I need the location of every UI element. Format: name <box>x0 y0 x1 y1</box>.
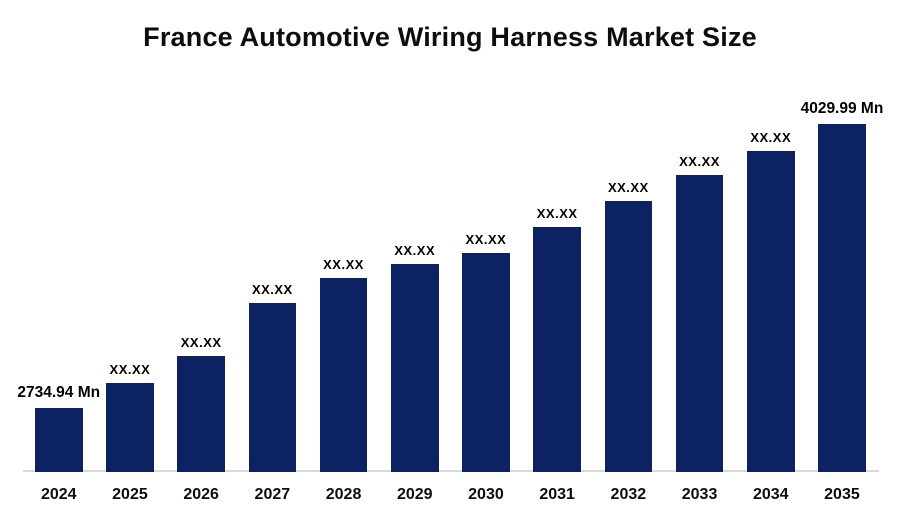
value-label-2024: 2734.94 Mn <box>17 384 101 401</box>
chart-title: France Automotive Wiring Harness Market … <box>143 22 757 52</box>
x-tick-2024: 2024 <box>40 486 77 503</box>
x-tick-2030: 2030 <box>468 486 504 503</box>
x-tick-2033: 2033 <box>681 486 718 503</box>
x-tick-2025: 2025 <box>112 486 148 503</box>
x-tick-2026: 2026 <box>183 486 219 503</box>
value-label-2033: XX.XX <box>679 154 720 169</box>
bar-2032 <box>604 201 653 472</box>
value-label-2034: XX.XX <box>750 130 792 145</box>
x-axis-line <box>23 470 879 472</box>
x-tick-2035: 2035 <box>824 486 860 503</box>
value-label-2025: XX.XX <box>109 362 151 377</box>
x-tick-2032: 2032 <box>610 486 647 503</box>
value-label-2027: XX.XX <box>251 282 293 297</box>
value-label-2029: XX.XX <box>394 243 436 258</box>
bar-2025 <box>106 383 154 472</box>
bar-2035 <box>818 124 866 472</box>
bar-2033 <box>675 175 724 472</box>
bar-2031 <box>533 227 581 472</box>
x-tick-2034: 2034 <box>752 486 789 503</box>
value-label-2035: 4029.99 Mn <box>800 100 884 117</box>
bar-2030 <box>462 253 510 472</box>
bar-2027 <box>248 303 297 472</box>
value-label-2028: XX.XX <box>323 257 364 272</box>
value-label-2031: XX.XX <box>536 206 578 221</box>
value-label-2032: XX.XX <box>607 180 649 195</box>
bar-2028 <box>319 278 368 472</box>
bar-2029 <box>391 264 439 472</box>
bar-2024 <box>35 408 83 472</box>
value-label-2030: XX.XX <box>465 232 507 247</box>
x-tick-2028: 2028 <box>325 486 362 503</box>
x-tick-2029: 2029 <box>396 486 433 503</box>
bar-2026 <box>177 356 225 472</box>
x-tick-2027: 2027 <box>254 486 291 503</box>
bar-2034 <box>747 151 795 472</box>
value-label-2026: XX.XX <box>180 335 222 350</box>
x-tick-2031: 2031 <box>539 486 575 503</box>
